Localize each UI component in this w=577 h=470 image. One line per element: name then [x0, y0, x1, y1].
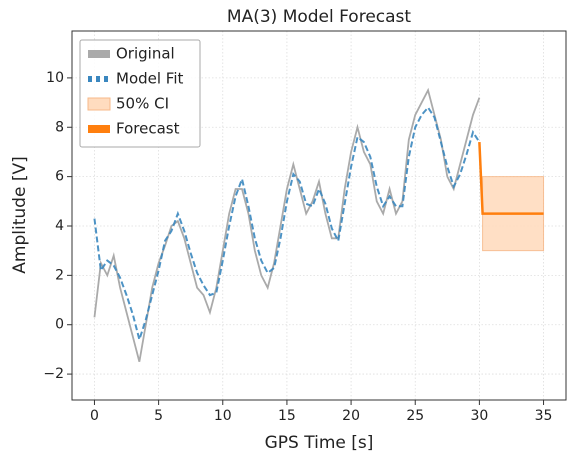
y-tick-label: 4: [55, 218, 64, 234]
legend: Original Model Fit 50% CI Forecast: [79, 39, 201, 148]
y-tick-label: 6: [55, 169, 64, 185]
legend-box: [79, 39, 201, 148]
legend-label: Model Fit: [116, 70, 184, 88]
y-axis-label: Amplitude [V]: [10, 156, 30, 273]
x-tick-label: 20: [342, 408, 360, 424]
series-line: [93, 87, 481, 362]
y-tick-label: −2: [43, 366, 64, 382]
legend-label: 50% CI: [116, 95, 169, 113]
x-tick-label: 10: [214, 408, 232, 424]
x-tick-label: 0: [90, 408, 99, 424]
x-tick-label: 25: [406, 408, 424, 424]
series-line: [478, 142, 544, 215]
x-tick-label: 30: [470, 408, 488, 424]
legend-swatch: [87, 97, 111, 111]
series-line: [93, 105, 481, 344]
legend-label: Forecast: [116, 120, 180, 138]
y-tick-label: 0: [55, 317, 64, 333]
y-tick-label: 10: [46, 70, 64, 86]
x-tick-label: 5: [154, 408, 163, 424]
chart-title: MA(3) Model Forecast: [227, 7, 411, 27]
axes-frame: [71, 30, 567, 401]
y-tick-label: 2: [55, 267, 64, 283]
x-axis-label: GPS Time [s]: [265, 433, 374, 453]
y-tick-label: 8: [55, 119, 64, 135]
legend-label: Original: [116, 45, 175, 63]
x-tick-label: 15: [278, 408, 296, 424]
x-tick-label: 35: [535, 408, 553, 424]
plot-area: [72, 31, 566, 400]
